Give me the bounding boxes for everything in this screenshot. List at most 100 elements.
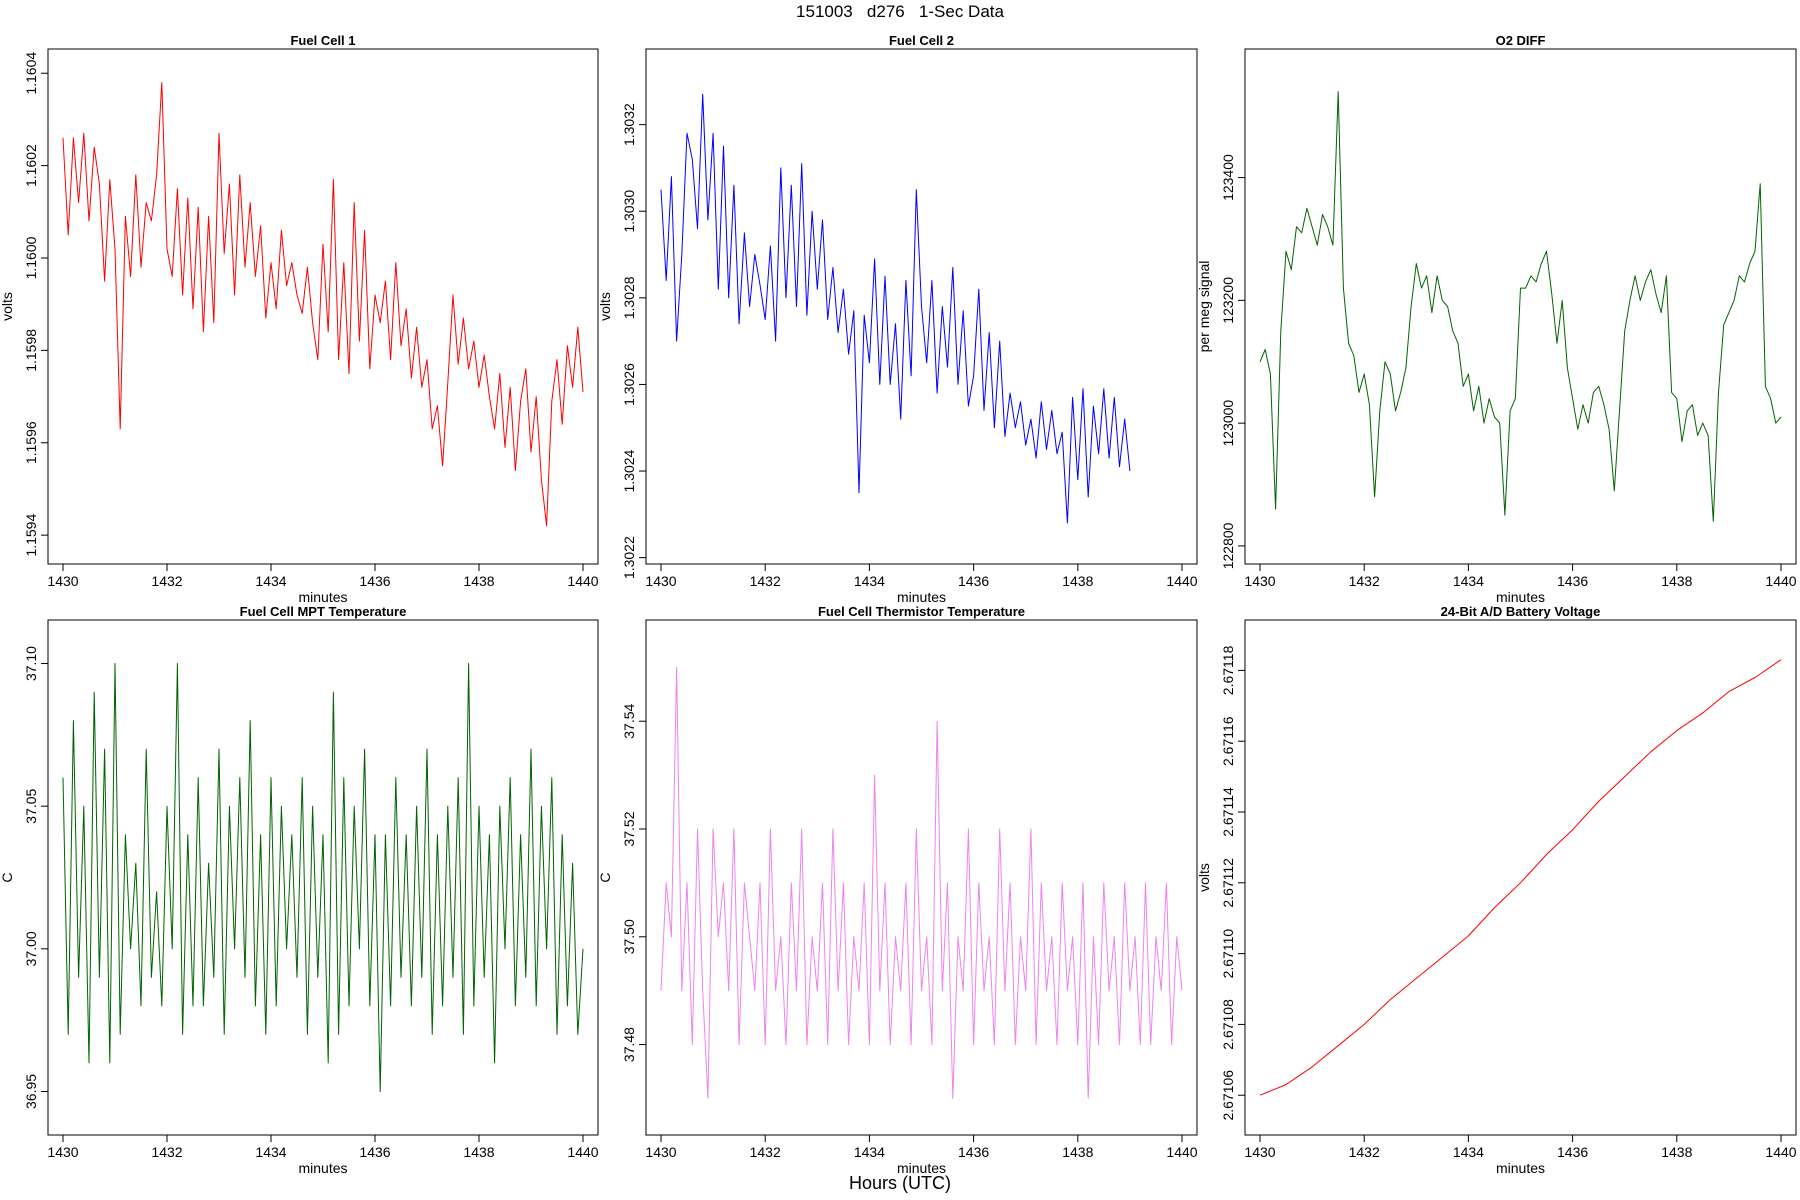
plot-frame bbox=[1244, 619, 1797, 1136]
y-tick-label: 2.67114 bbox=[1220, 787, 1236, 837]
y-tick-label: 122800 bbox=[1220, 522, 1236, 569]
y-tick-label: 37.52 bbox=[621, 811, 637, 846]
y-tick-label: 37.48 bbox=[621, 1027, 637, 1062]
plot-title: 24-Bit A/D Battery Voltage bbox=[1441, 604, 1601, 619]
y-tick-label: 37.00 bbox=[23, 931, 39, 966]
y-axis-label: volts bbox=[0, 292, 15, 321]
x-tick-label: 1440 bbox=[567, 1144, 598, 1160]
x-tick-label: 1434 bbox=[854, 1144, 885, 1160]
y-tick-label: 1.1594 bbox=[23, 514, 39, 557]
x-tick-label: 1434 bbox=[255, 1144, 286, 1160]
y-tick-label: 1.3030 bbox=[621, 190, 637, 233]
x-tick-label: 1430 bbox=[645, 1144, 676, 1160]
y-tick-label: 123400 bbox=[1220, 154, 1236, 201]
y-tick-label: 37.10 bbox=[23, 646, 39, 681]
x-tick-label: 1432 bbox=[151, 1144, 182, 1160]
y-tick-label: 1.3032 bbox=[621, 103, 637, 146]
x-tick-label: 1434 bbox=[1453, 573, 1484, 589]
y-tick-label: 2.67118 bbox=[1220, 645, 1236, 695]
x-tick-label: 1430 bbox=[1244, 573, 1275, 589]
series-line bbox=[62, 663, 584, 1092]
x-tick-label: 1436 bbox=[359, 1144, 390, 1160]
x-tick-label: 1440 bbox=[567, 573, 598, 589]
series-line bbox=[62, 82, 584, 527]
plot-title: Fuel Cell Thermistor Temperature bbox=[818, 604, 1025, 619]
x-tick-label: 1440 bbox=[1166, 1144, 1197, 1160]
x-tick-label: 1434 bbox=[255, 573, 286, 589]
x-tick-label: 1438 bbox=[1062, 573, 1093, 589]
series-line bbox=[1259, 91, 1782, 522]
y-tick-label: 37.05 bbox=[23, 788, 39, 823]
x-tick-label: 1436 bbox=[958, 1144, 989, 1160]
y-tick-label: 36.95 bbox=[23, 1074, 39, 1109]
x-tick-label: 1430 bbox=[1244, 1144, 1275, 1160]
x-tick-label: 1430 bbox=[645, 573, 676, 589]
y-tick-label: 2.67110 bbox=[1220, 929, 1236, 979]
y-axis-label: per meg signal bbox=[1196, 261, 1212, 353]
y-tick-label: 37.54 bbox=[621, 703, 637, 738]
x-tick-label: 1430 bbox=[47, 573, 78, 589]
x-tick-label: 1432 bbox=[750, 1144, 781, 1160]
y-tick-label: 1.3024 bbox=[621, 449, 637, 492]
y-axis-label: volts bbox=[597, 292, 613, 321]
y-tick-label: 123000 bbox=[1220, 400, 1236, 447]
x-tick-label: 1430 bbox=[47, 1144, 78, 1160]
outer-x-axis-label: Hours (UTC) bbox=[849, 1173, 951, 1193]
series-line bbox=[660, 666, 1183, 1099]
y-tick-label: 1.1598 bbox=[23, 329, 39, 372]
series-line bbox=[660, 93, 1131, 524]
y-axis-label: C bbox=[0, 872, 15, 882]
x-tick-label: 1436 bbox=[359, 573, 390, 589]
x-tick-label: 1436 bbox=[1557, 573, 1588, 589]
x-axis-label: minutes bbox=[298, 589, 347, 605]
y-tick-label: 1.1602 bbox=[23, 144, 39, 187]
x-axis-label: minutes bbox=[897, 1160, 946, 1176]
x-axis-label: minutes bbox=[897, 589, 946, 605]
x-tick-label: 1440 bbox=[1765, 573, 1796, 589]
page-title: 151003 d276 1-Sec Data bbox=[796, 2, 1004, 21]
plot-title: O2 DIFF bbox=[1496, 33, 1546, 48]
y-tick-label: 1.3026 bbox=[621, 363, 637, 406]
x-tick-label: 1438 bbox=[463, 1144, 494, 1160]
y-axis-label: C bbox=[597, 872, 613, 882]
x-tick-label: 1434 bbox=[1453, 1144, 1484, 1160]
x-tick-label: 1438 bbox=[1062, 1144, 1093, 1160]
y-tick-label: 2.67112 bbox=[1220, 858, 1236, 908]
y-tick-label: 2.67108 bbox=[1220, 999, 1236, 1050]
series-line bbox=[1259, 659, 1782, 1096]
x-tick-label: 1432 bbox=[750, 573, 781, 589]
y-axis-label: volts bbox=[1196, 863, 1212, 892]
x-tick-label: 1432 bbox=[1349, 1144, 1380, 1160]
x-tick-label: 1438 bbox=[1661, 1144, 1692, 1160]
y-tick-label: 1.1600 bbox=[23, 236, 39, 279]
y-tick-label: 37.50 bbox=[621, 919, 637, 954]
x-tick-label: 1434 bbox=[854, 573, 885, 589]
plot-title: Fuel Cell 1 bbox=[290, 33, 355, 48]
x-tick-label: 1438 bbox=[1661, 573, 1692, 589]
x-axis-label: minutes bbox=[1496, 589, 1545, 605]
x-tick-label: 1432 bbox=[151, 573, 182, 589]
x-tick-label: 1436 bbox=[958, 573, 989, 589]
y-tick-label: 1.3028 bbox=[621, 276, 637, 319]
y-tick-label: 123200 bbox=[1220, 277, 1236, 324]
y-tick-label: 1.1596 bbox=[23, 421, 39, 464]
plot-title: Fuel Cell 2 bbox=[889, 33, 954, 48]
y-tick-label: 2.67106 bbox=[1220, 1070, 1236, 1121]
x-tick-label: 1440 bbox=[1166, 573, 1197, 589]
x-tick-label: 1432 bbox=[1349, 573, 1380, 589]
plot-title: Fuel Cell MPT Temperature bbox=[240, 604, 407, 619]
y-tick-label: 1.3022 bbox=[621, 536, 637, 579]
y-tick-label: 2.67116 bbox=[1220, 716, 1236, 766]
x-tick-label: 1436 bbox=[1557, 1144, 1588, 1160]
x-tick-label: 1440 bbox=[1765, 1144, 1796, 1160]
x-axis-label: minutes bbox=[298, 1160, 347, 1176]
x-axis-label: minutes bbox=[1496, 1160, 1545, 1176]
x-tick-label: 1438 bbox=[463, 573, 494, 589]
y-tick-label: 1.1604 bbox=[23, 52, 39, 95]
